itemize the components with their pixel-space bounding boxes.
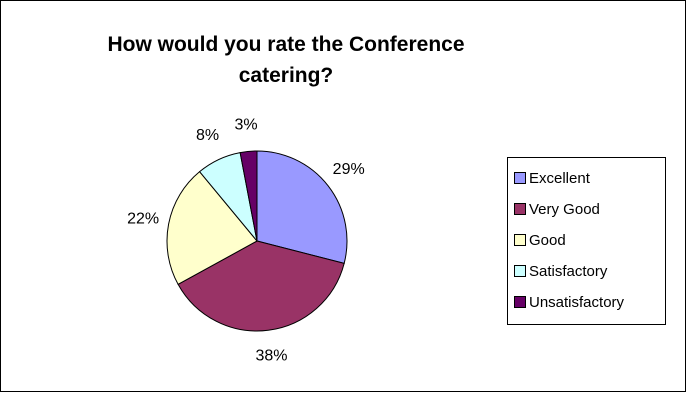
- pie-slice-excellent: [256, 150, 348, 264]
- legend-label: Satisfactory: [529, 262, 608, 280]
- legend-swatch: [514, 296, 526, 308]
- data-label-excellent: 29%: [333, 161, 365, 178]
- data-label-unsatisfactory: 3%: [235, 117, 258, 134]
- legend-swatch: [514, 234, 526, 246]
- legend-item-good: Good: [514, 230, 566, 250]
- legend-swatch: [514, 172, 526, 184]
- pie-slice-unsatisfactory: [239, 150, 258, 242]
- pie-data-labels: 29% 38% 22% 8% 3%: [127, 117, 365, 365]
- legend-item-satisfactory: Satisfactory: [514, 261, 607, 281]
- data-label-satisfactory: 8%: [196, 127, 219, 144]
- legend-swatch: [514, 203, 526, 215]
- legend-item-very-good: Very Good: [514, 199, 600, 219]
- data-label-good: 22%: [127, 211, 159, 228]
- chart-title: How would you rate the Conference cateri…: [107, 33, 465, 87]
- legend-item-unsatisfactory: Unsatisfactory: [514, 292, 624, 312]
- legend-label: Unsatisfactory: [529, 293, 625, 311]
- legend: Excellent Very Good Good Satisfactory Un…: [507, 157, 666, 325]
- legend-item-excellent: Excellent: [514, 168, 590, 188]
- pie-slices: [166, 150, 348, 332]
- legend-label: Very Good: [529, 200, 600, 218]
- legend-label: Excellent: [529, 169, 590, 187]
- pie-slice-very-good: [177, 240, 345, 332]
- pie-slice-good: [166, 170, 258, 286]
- data-label-very-good: 38%: [255, 347, 287, 364]
- legend-swatch: [514, 265, 526, 277]
- legend-label: Good: [529, 231, 566, 249]
